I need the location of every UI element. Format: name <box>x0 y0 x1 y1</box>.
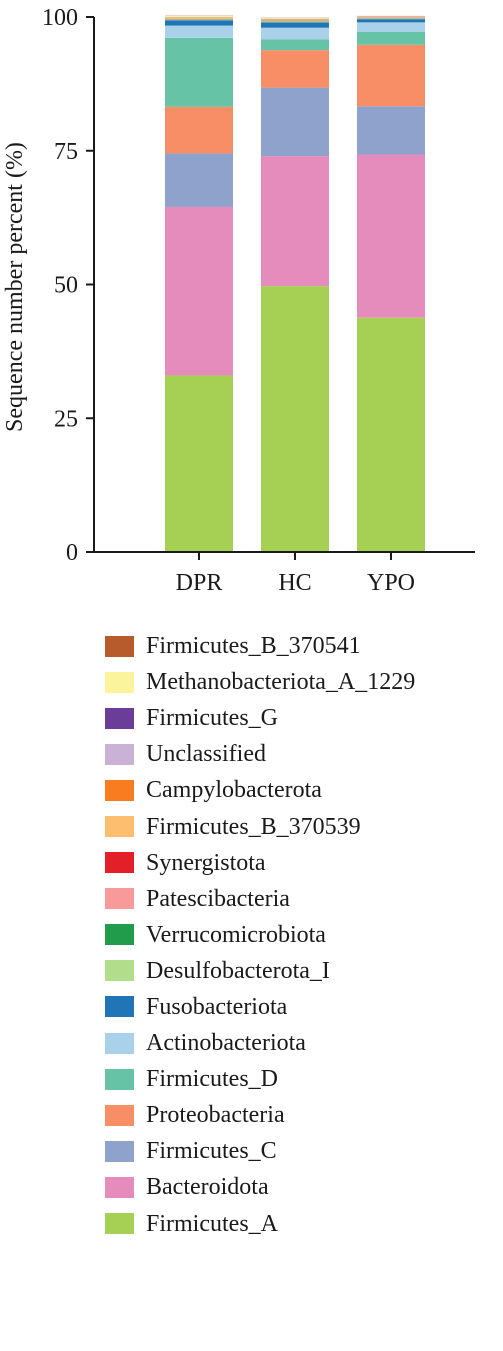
legend-label: Firmicutes_B_370541 <box>146 633 361 660</box>
legend-label: Campylobacterota <box>146 777 322 804</box>
bar-segment-hc-5 <box>261 27 329 40</box>
legend-swatch <box>105 743 134 765</box>
bar-segment-hc-1 <box>261 156 329 287</box>
y-tick-label: 0 <box>66 540 78 566</box>
x-ticks-group: DPR HC YPO <box>176 552 415 596</box>
y-ticks-group: 0 25 50 75 100 <box>42 5 94 566</box>
legend-swatch <box>105 779 134 801</box>
legend-swatch <box>105 852 134 874</box>
legend-label: Synergistota <box>146 849 266 876</box>
bar-segment-hc-2 <box>261 87 329 157</box>
legend-item: Actinobacteriota <box>105 1025 415 1061</box>
x-tick-label-ypo: YPO <box>367 570 415 596</box>
legend-label: Bacteroidota <box>146 1174 269 1201</box>
bar-segment-ypo-2 <box>357 106 425 155</box>
bar-segment-dpr-2 <box>165 153 233 207</box>
legend-item: Unclassified <box>105 736 415 772</box>
bar-segment-hc-4 <box>261 39 329 51</box>
legend-item: Synergistota <box>105 845 415 881</box>
bar-segment-ypo-6 <box>357 19 425 23</box>
bar-segment-hc-6 <box>261 22 329 28</box>
bar-segment-ypo-4 <box>357 31 425 45</box>
legend-label: Desulfobacterota_I <box>146 957 330 984</box>
bar-segment-hc-3 <box>261 50 329 88</box>
bar-segment-dpr-6 <box>165 20 233 26</box>
legend-item: Bacteroidota <box>105 1169 415 1205</box>
legend-swatch <box>105 888 134 910</box>
legend-item: Firmicutes_B_370539 <box>105 808 415 844</box>
bar-segment-hc-7 <box>261 21 329 23</box>
bar-segment-ypo-15 <box>357 16 425 17</box>
legend-swatch <box>105 996 134 1018</box>
legend-label: Proteobacteria <box>146 1102 285 1129</box>
legend-label: Actinobacteriota <box>146 1030 306 1057</box>
legend-swatch <box>105 1176 134 1198</box>
bar-segment-dpr-3 <box>165 106 233 154</box>
legend-label: Firmicutes_D <box>146 1066 278 1093</box>
y-tick-label: 75 <box>54 139 78 165</box>
legend-item: Fusobacteriota <box>105 989 415 1025</box>
y-tick-label: 100 <box>42 5 78 31</box>
legend-item: Firmicutes_G <box>105 700 415 736</box>
bar-segment-dpr-0 <box>165 375 233 552</box>
legend-swatch <box>105 1213 134 1235</box>
legend-item: Firmicutes_A <box>105 1206 415 1242</box>
stacked-bar-chart: 0 25 50 75 100 DPR HC YPO Sequence number perc… <box>2 5 475 596</box>
legend-item: Desulfobacterota_I <box>105 953 415 989</box>
x-tick-label-dpr: DPR <box>176 570 223 596</box>
legend-swatch <box>105 816 134 838</box>
bars-group <box>165 15 425 552</box>
legend-swatch <box>105 635 134 657</box>
y-axis-label: Sequence number percent (%) <box>2 142 28 432</box>
legend-swatch <box>105 671 134 693</box>
bar-segment-hc-11 <box>261 19 329 21</box>
legend-item: Firmicutes_C <box>105 1133 415 1169</box>
legend-item: Campylobacterota <box>105 772 415 808</box>
bar-segment-dpr-7 <box>165 19 233 21</box>
bar-segment-ypo-5 <box>357 22 425 32</box>
legend-item: Methanobacteriota_A_1229 <box>105 664 415 700</box>
bar-segment-dpr-5 <box>165 25 233 38</box>
bar-segment-hc-0 <box>261 286 329 552</box>
bar-segment-ypo-7 <box>357 18 425 20</box>
legend-label: Methanobacteriota_A_1229 <box>146 669 416 696</box>
legend-label: Verrucomicrobiota <box>146 921 326 948</box>
legend: Firmicutes_B_370541 Methanobacteriota_A_1… <box>105 628 415 1242</box>
x-tick-label-hc: HC <box>278 570 311 596</box>
legend-item: Verrucomicrobiota <box>105 917 415 953</box>
bar-segment-hc-15 <box>261 18 329 20</box>
y-tick-label: 25 <box>54 406 78 432</box>
legend-label: Firmicutes_B_370539 <box>146 813 361 840</box>
bar-segment-ypo-1 <box>357 154 425 318</box>
legend-label: Patescibacteria <box>146 885 290 912</box>
bar-segment-dpr-11 <box>165 18 233 19</box>
bar-segment-ypo-0 <box>357 317 425 552</box>
legend-item: Proteobacteria <box>105 1097 415 1133</box>
legend-swatch <box>105 960 134 982</box>
legend-swatch <box>105 1140 134 1162</box>
bar-segment-dpr-1 <box>165 206 233 376</box>
legend-label: Unclassified <box>146 741 266 768</box>
y-tick-label: 50 <box>54 273 78 299</box>
legend-swatch <box>105 1068 134 1090</box>
legend-item: Firmicutes_B_370541 <box>105 628 415 664</box>
legend-item: Firmicutes_D <box>105 1061 415 1097</box>
bar-segment-dpr-4 <box>165 37 233 107</box>
bar-segment-ypo-3 <box>357 44 425 107</box>
legend-label: Firmicutes_C <box>146 1138 277 1165</box>
legend-label: Firmicutes_G <box>146 705 278 732</box>
legend-label: Fusobacteriota <box>146 993 288 1020</box>
legend-swatch <box>105 707 134 729</box>
legend-swatch <box>105 1104 134 1126</box>
legend-item: Patescibacteria <box>105 881 415 917</box>
bar-segment-dpr-15 <box>165 15 233 18</box>
legend-label: Firmicutes_A <box>146 1210 278 1237</box>
legend-swatch <box>105 1032 134 1054</box>
legend-swatch <box>105 924 134 946</box>
